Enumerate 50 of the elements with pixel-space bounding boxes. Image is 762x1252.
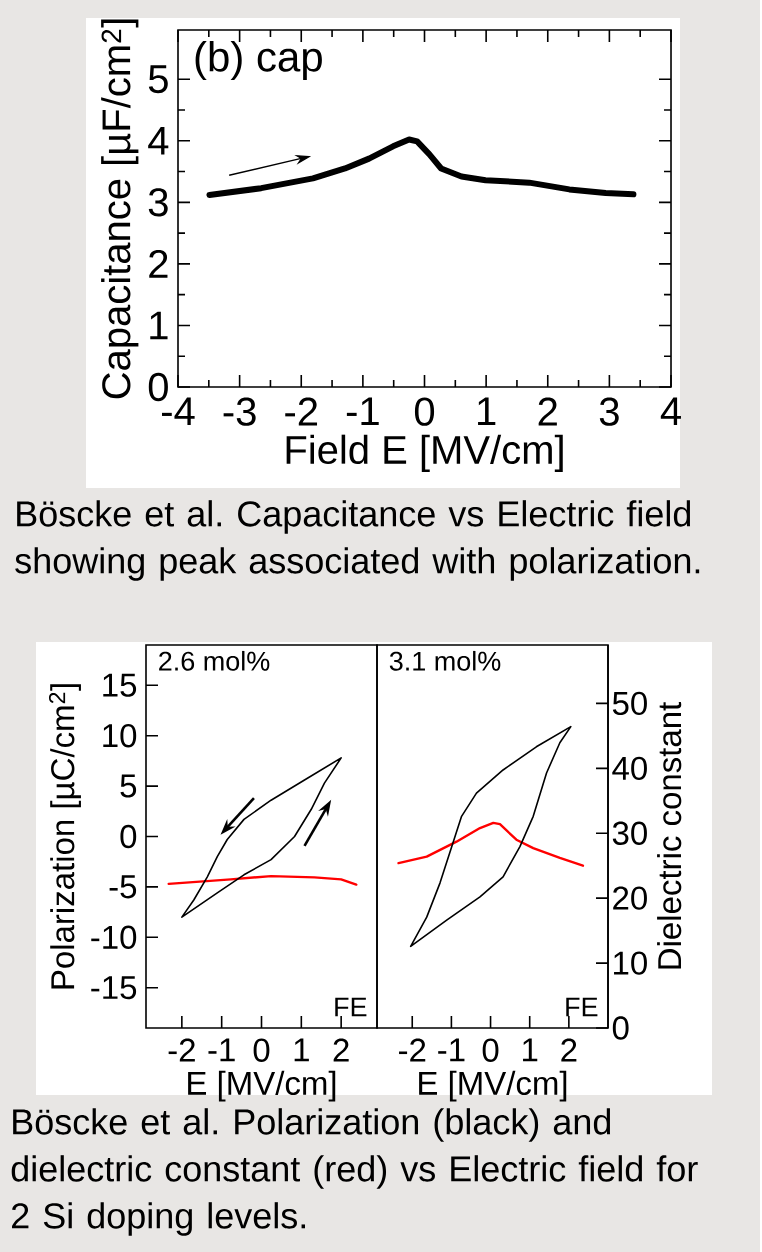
y-tick-label: 4 xyxy=(148,127,169,155)
x-tick-label: -1 xyxy=(208,1038,235,1062)
x-tick-label: -1 xyxy=(346,397,379,426)
y-tick-label: -10 xyxy=(91,925,137,949)
x-tick-label: 1 xyxy=(477,397,496,426)
annotation: FE xyxy=(335,997,367,1017)
x-tick-label: 2 xyxy=(561,1038,577,1062)
y2-tick-label: 30 xyxy=(612,821,647,845)
y-axis-title: Polarization [µC/cm$^{2}$] xyxy=(48,684,81,989)
x-tick-label: 1 xyxy=(522,1038,538,1062)
x-tick-label: 0 xyxy=(482,1038,499,1062)
text: Böscke et al. Capacitance vs Electric field showing peak associated with polarization. xyxy=(15,500,700,581)
annotation: (b) cap xyxy=(195,40,322,81)
y-tick-label: 5 xyxy=(120,774,136,798)
annotation: 3.1 mol% xyxy=(389,650,501,671)
y-tick-label: 1 xyxy=(150,311,168,340)
x-tick-label: 2 xyxy=(538,397,557,426)
x-tick-label: 3 xyxy=(599,397,619,426)
x-axis-title: E [MV/cm] xyxy=(419,1070,567,1102)
y-axis-title: Capacitance [µF/cm$^{2}$] xyxy=(101,19,139,399)
y2-tick-label: 20 xyxy=(613,886,647,910)
y-tick-label: 3 xyxy=(148,188,168,217)
y2-tick-label: 50 xyxy=(612,691,647,716)
x-axis-title: E [MV/cm] xyxy=(188,1070,336,1102)
y-tick-label: 2 xyxy=(149,249,168,278)
y2-axis-title: Dielectric constant xyxy=(656,702,682,969)
x-tick-label: -3 xyxy=(223,397,256,426)
y-tick-label: 0 xyxy=(120,824,137,849)
y2-tick-label: 10 xyxy=(613,951,647,975)
y-tick-label: -5 xyxy=(109,875,136,899)
y-tick-label: 5 xyxy=(148,65,168,94)
x-tick-label: -1 xyxy=(438,1038,465,1062)
line-series xyxy=(397,821,585,867)
text: Böscke et al. Polarization (black) and dielectric constant (red) vs Electric field for 2 Si doping levels. xyxy=(11,1108,698,1236)
y2-tick-label: 40 xyxy=(612,756,647,781)
x-tick-label: 1 xyxy=(294,1038,309,1062)
x-tick-label: 2 xyxy=(333,1038,349,1062)
y-tick-label: 15 xyxy=(103,673,136,697)
x-tick-label: -2 xyxy=(168,1038,195,1062)
x-tick-label: -2 xyxy=(398,1038,426,1062)
x-tick-label: -2 xyxy=(285,397,317,426)
x-tick-label: 0 xyxy=(414,397,434,426)
x-tick-label: 4 xyxy=(660,397,681,426)
x-tick-label: 0 xyxy=(253,1038,270,1062)
annotation: 2.6 mol% xyxy=(159,650,270,671)
y-tick-label: 10 xyxy=(103,724,137,748)
y-tick-label: -15 xyxy=(91,976,136,1000)
x-axis-title: Field E [MV/cm] xyxy=(286,434,563,472)
y2-tick-label: 0 xyxy=(612,1016,629,1040)
annotation: FE xyxy=(566,997,598,1017)
